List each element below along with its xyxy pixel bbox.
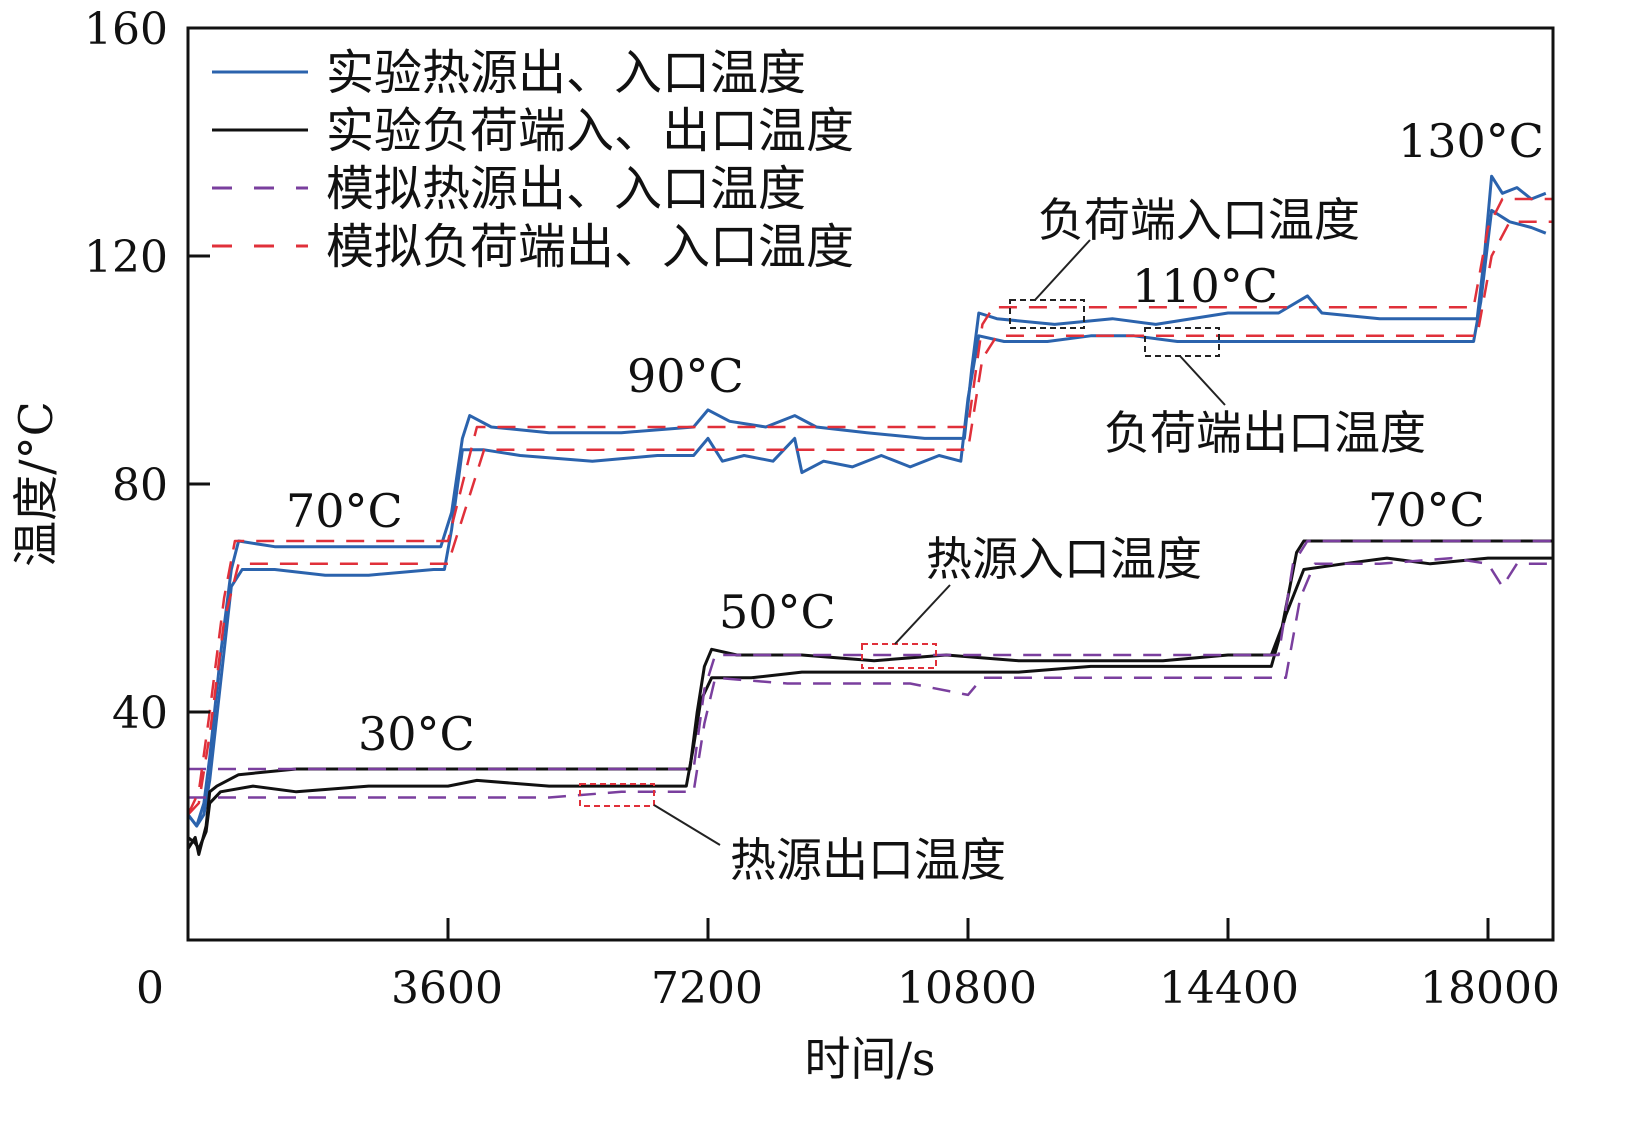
x-tick-labels: 0 3600 7200 10800 14400 18000 — [136, 963, 1560, 1014]
callout-boxes — [579, 239, 1226, 846]
series-layer — [186, 174, 1553, 856]
annotation-label: 130°C — [1398, 114, 1544, 168]
annotation-label: 70°C — [286, 484, 403, 538]
annotation-label: 70°C — [1368, 483, 1485, 537]
x-axis-title: 时间/s — [804, 1032, 935, 1086]
legend-label: 实验热源出、入口温度 — [326, 45, 806, 101]
series-line-7 — [187, 220, 1553, 816]
y-tick-label: 160 — [84, 4, 168, 55]
x-tick-label: 14400 — [1159, 963, 1299, 1014]
annotation-label: 90°C — [627, 349, 744, 403]
callout-box-heat-outlet — [579, 783, 655, 807]
annotations: 70°C 90°C 110°C 130°C 30°C 50°C 70°C 负荷端… — [286, 114, 1544, 887]
legend: 实验热源出、入口温度 实验负荷端入、出口温度 模拟热源出、入口温度 模拟负荷端出… — [212, 45, 854, 275]
series-line-6 — [186, 197, 1553, 816]
callout-box-heat-inlet — [861, 643, 937, 669]
series-line-1 — [186, 208, 1547, 828]
legend-label: 模拟热源出、入口温度 — [326, 161, 806, 217]
x-tick-label: 10800 — [897, 963, 1037, 1014]
annotation-label: 110°C — [1132, 259, 1278, 313]
annotation-label: 热源出口温度 — [730, 833, 1006, 887]
callout-line-heat-inlet — [894, 584, 951, 645]
y-tick-label: 80 — [112, 460, 168, 511]
series-line-3 — [187, 556, 1553, 851]
y-tick-label: 40 — [112, 688, 168, 739]
annotation-label: 30°C — [358, 707, 475, 761]
x-tick-label: 0 — [136, 963, 164, 1014]
annotation-label: 热源入口温度 — [926, 532, 1202, 586]
y-tick-labels: 40 80 120 160 — [84, 4, 168, 739]
ticks-layer — [188, 26, 1490, 940]
series-line-2 — [186, 539, 1553, 856]
y-axis-title: 温度/°C — [9, 401, 63, 567]
annotation-label: 负荷端入口温度 — [1038, 193, 1360, 247]
callout-box-load-outlet — [1144, 327, 1220, 357]
series-line-0 — [186, 174, 1547, 828]
annotation-label: 50°C — [719, 585, 836, 639]
annotation-label: 负荷端出口温度 — [1104, 406, 1426, 460]
series-line-4 — [188, 539, 1553, 771]
x-tick-label: 18000 — [1420, 963, 1560, 1014]
callout-line-load-inlet — [1034, 239, 1091, 301]
legend-label: 实验负荷端入、出口温度 — [326, 103, 854, 159]
x-tick-label: 7200 — [651, 963, 763, 1014]
series-line-5 — [188, 556, 1553, 799]
legend-label: 模拟负荷端出、入口温度 — [326, 219, 854, 275]
callout-line-load-outlet — [1179, 355, 1226, 406]
callout-box-load-inlet — [1009, 299, 1085, 329]
y-tick-label: 120 — [84, 232, 168, 283]
callout-line-heat-outlet — [653, 804, 721, 846]
x-tick-label: 3600 — [391, 963, 503, 1014]
